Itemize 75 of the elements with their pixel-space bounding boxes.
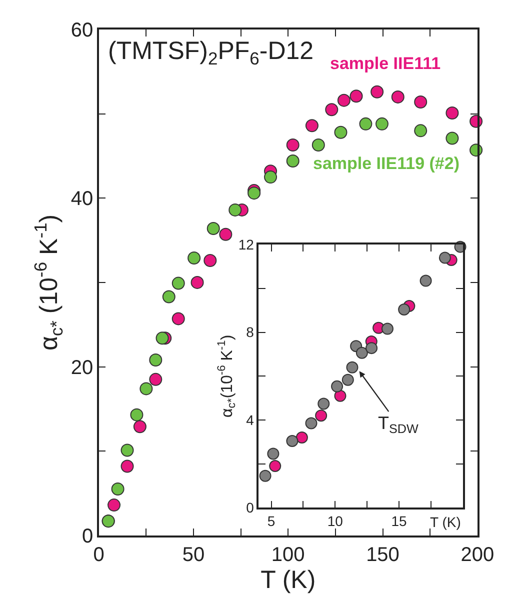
point [120, 460, 134, 473]
y-tick-label: 4 [246, 412, 254, 428]
point [325, 103, 338, 116]
x-axis-title: T (K) [430, 514, 461, 530]
series-label: sample IIE111 [330, 54, 441, 73]
point [350, 90, 363, 103]
point [286, 154, 300, 168]
point [438, 252, 451, 264]
point [149, 372, 162, 386]
point [312, 138, 325, 152]
point [359, 117, 372, 130]
point [331, 380, 344, 392]
chart-title: (TMTSF)$_{2}$PF$_{6}$-D12 [108, 37, 314, 68]
point [248, 186, 261, 200]
y-tick-label: 12 [238, 236, 254, 253]
point [346, 361, 358, 374]
point [398, 303, 410, 316]
point [342, 374, 354, 386]
point [219, 228, 232, 241]
point [133, 420, 146, 434]
point [140, 382, 153, 396]
x-tick-label: 5 [267, 513, 276, 530]
point [108, 498, 121, 512]
x-axis-title: T (K) [260, 566, 316, 594]
point [269, 460, 282, 472]
point [286, 434, 298, 447]
y-tick-label: 20 [70, 356, 94, 379]
point [334, 390, 346, 402]
point [264, 170, 278, 184]
point [414, 124, 428, 138]
x-tick-label: 150 [366, 544, 400, 566]
point [318, 398, 330, 410]
point [228, 203, 242, 216]
point [267, 448, 280, 460]
point [204, 254, 217, 268]
x-tick-label: 200 [460, 544, 494, 566]
point [259, 470, 272, 482]
point [391, 90, 404, 104]
point [111, 482, 124, 496]
series-label: sample IIE119 (#2) [313, 154, 460, 173]
point [130, 408, 144, 422]
point [381, 322, 394, 335]
point [315, 410, 328, 422]
point [162, 290, 176, 304]
point [206, 222, 220, 235]
point [156, 332, 169, 345]
point [172, 312, 185, 326]
y-tick-label: 40 [70, 188, 94, 210]
y-tick-label: 8 [246, 324, 254, 340]
x-tick-label: 10 [327, 513, 344, 530]
point [420, 274, 432, 287]
point [120, 444, 134, 457]
point [188, 252, 201, 264]
point [149, 354, 162, 367]
point [286, 138, 300, 152]
point [356, 346, 368, 359]
point [172, 276, 185, 290]
x-tick-label: 100 [271, 544, 305, 566]
x-tick-label: 15 [391, 513, 407, 530]
y-tick-label: 0 [246, 500, 254, 516]
point [305, 417, 318, 430]
point [414, 96, 428, 109]
point [446, 132, 459, 145]
point [446, 106, 459, 120]
point [190, 276, 204, 289]
point [337, 94, 350, 107]
point [370, 85, 384, 98]
annotation: T$_{SDW}$ [378, 413, 418, 436]
point [366, 342, 378, 354]
point [296, 431, 308, 444]
x-tick-label: 50 [182, 544, 205, 566]
y-tick-label: 60 [70, 20, 94, 42]
point [334, 126, 348, 139]
point [305, 119, 318, 132]
point [375, 117, 388, 130]
